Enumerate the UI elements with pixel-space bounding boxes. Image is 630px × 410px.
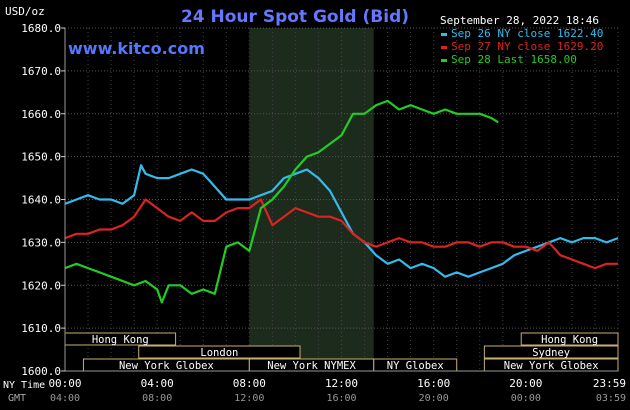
session-label: New York Globex	[504, 360, 599, 372]
session-label: New York Globex	[119, 360, 214, 372]
session-box	[138, 345, 301, 359]
x-label-gmt: GMT	[8, 393, 26, 404]
session-bar: Hong Kong	[64, 332, 177, 346]
y-tick-label: 1610.0	[21, 322, 61, 335]
session-label: Hong Kong	[92, 334, 149, 346]
legend-swatch	[441, 33, 447, 36]
x-tick-label-ny: 23:59	[593, 377, 626, 390]
series-line-1	[64, 164, 619, 278]
series-line-3	[64, 99, 499, 304]
x-tick-label-ny: 16:00	[417, 377, 450, 390]
session-box	[520, 332, 619, 346]
x-tick-label-ny: 00:00	[48, 377, 81, 390]
legend-swatch	[441, 46, 447, 49]
watermark: www.kitco.com	[68, 39, 205, 58]
x-axis: 00:00 04:00 08:00 12:00 16:00 20:00 23:59 04:00…	[48, 370, 626, 404]
session-bar: New York NYMEX	[248, 358, 375, 372]
session-box	[483, 345, 619, 359]
y-tick-label: 1620.0	[21, 279, 61, 292]
legend-swatch	[441, 59, 447, 62]
session-label: NY Globex	[387, 360, 444, 372]
timestamp: September 28, 2022 18:46	[440, 14, 599, 27]
legend-item-3: Sep 28 Last 1658.00	[441, 53, 577, 66]
legend-label: Sep 27 NY close 1629.20	[451, 40, 603, 53]
session-label: New York NYMEX	[267, 360, 356, 372]
x-tick-label-gmt: 20:00	[419, 393, 449, 404]
y-tick-label: 1670.0	[21, 65, 61, 78]
session-label: Sydney	[532, 347, 570, 359]
y-tick-label: 1650.0	[21, 151, 61, 164]
session-bar: NY Globex	[373, 358, 458, 372]
x-tick-label-gmt: 03:59	[596, 393, 626, 404]
session-label: Hong Kong	[541, 334, 598, 346]
x-tick-label-ny: 12:00	[325, 377, 358, 390]
y-tick-label: 1640.0	[21, 194, 61, 207]
session-label: London	[200, 347, 238, 359]
legend-label: Sep 28 Last 1658.00	[451, 53, 577, 66]
session-bar: New York Globex	[82, 358, 250, 372]
x-tick-label-gmt: 00:00	[511, 393, 541, 404]
x-tick-label-gmt: 12:00	[234, 393, 264, 404]
session-bar: Sydney	[483, 345, 619, 359]
session-bar: New York Globex	[483, 358, 619, 372]
y-tick-label: 1630.0	[21, 236, 61, 249]
y-unit-label: USD/oz	[5, 5, 45, 18]
y-tick-label: 1600.0	[21, 365, 61, 378]
y-axis: 1680.0 1670.0 1660.0 1650.0 1640.0 1630.0 1620…	[21, 22, 66, 378]
session-bar: Hong Kong	[520, 332, 619, 346]
legend-item-1: Sep 26 NY close 1622.40	[441, 27, 603, 40]
x-tick-label-ny: 20:00	[509, 377, 542, 390]
legend-item-2: Sep 27 NY close 1629.20	[441, 40, 603, 53]
x-label-ny-time: NY Time	[3, 380, 45, 391]
series-lines	[64, 99, 619, 304]
series-line-2	[64, 198, 618, 270]
chart-title: 24 Hour Spot Gold (Bid)	[181, 7, 409, 27]
x-tick-label-ny: 04:00	[141, 377, 174, 390]
legend-label: Sep 26 NY close 1622.40	[451, 27, 603, 40]
x-tick-label-gmt: 04:00	[50, 393, 80, 404]
y-tick-label: 1680.0	[21, 22, 61, 35]
x-tick-label-gmt: 08:00	[142, 393, 172, 404]
y-tick-label: 1660.0	[21, 108, 61, 121]
x-tick-label-ny: 08:00	[233, 377, 266, 390]
x-tick-label-gmt: 16:00	[326, 393, 356, 404]
session-bar: London	[138, 345, 301, 359]
